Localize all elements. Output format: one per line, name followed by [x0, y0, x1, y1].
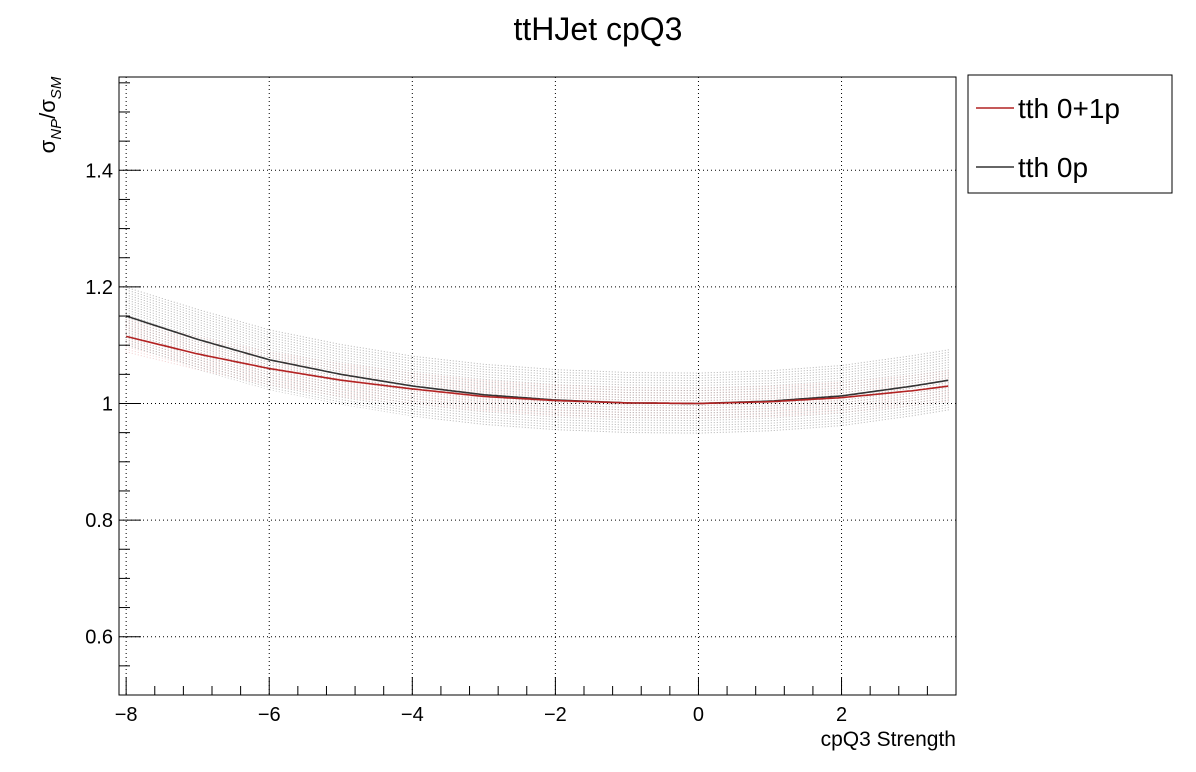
x-axis-label: cpQ3 Strength [821, 728, 956, 751]
grid [119, 77, 956, 695]
y-tick-label-0: 0.6 [85, 627, 113, 649]
legend-label-1: tth 0p [1018, 152, 1088, 183]
plot-frame [118, 76, 957, 696]
chart-title: ttHJet cpQ3 [514, 11, 683, 47]
y-tick-label-4: 1.4 [85, 160, 113, 182]
y-axis-label-slash: / [35, 112, 60, 119]
series-line-0 [126, 335, 949, 405]
x-tick-label-5: 2 [836, 704, 847, 726]
y-tick-label-3: 1.2 [85, 277, 113, 299]
y-axis-label-num-sub: NP [48, 119, 65, 140]
series-line-1 [125, 315, 949, 405]
series-lines [125, 315, 949, 405]
y-tick-label-1: 0.8 [85, 510, 113, 532]
y-axis-label-den-sub: SM [48, 76, 65, 99]
y-axis-label-num: σ [35, 139, 60, 153]
uncertainty-bands [125, 286, 949, 435]
x-tick-label-0: −8 [115, 704, 138, 726]
y-axis-label-den: σ [35, 99, 60, 113]
x-tick-label-3: −2 [544, 704, 567, 726]
legend-box [967, 74, 1173, 194]
y-axis-label: σNP/σSM [35, 76, 65, 153]
x-tick-label-1: −6 [258, 704, 281, 726]
y-tick-label-2: 1 [102, 393, 113, 415]
x-tick-label-4: 0 [693, 704, 704, 726]
x-tick-label-2: −4 [401, 704, 424, 726]
tick-labels: −8 −6 −4 −2 0 2 0.6 0.8 1 1.2 1.4 [85, 160, 847, 726]
legend: tth 0+1p tth 0p [967, 74, 1173, 194]
svg-text:σNP/σSM: σNP/σSM [35, 76, 65, 153]
legend-label-0: tth 0+1p [1018, 93, 1120, 124]
axes [118, 76, 957, 696]
